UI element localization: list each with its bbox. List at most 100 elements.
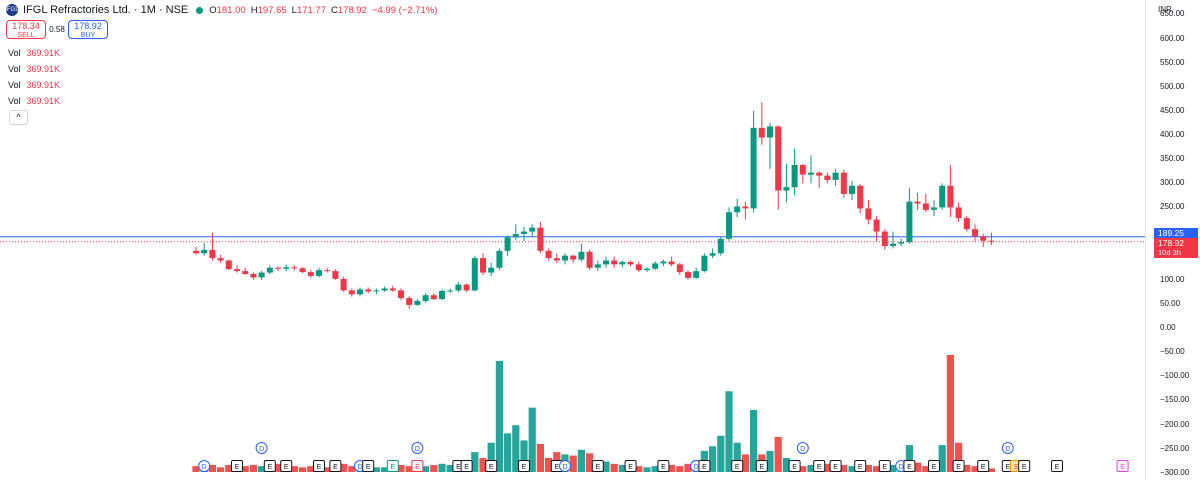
candle-body	[644, 268, 650, 271]
volume-bar	[372, 467, 380, 472]
volume-bar	[586, 453, 594, 472]
earnings-marker-label: E	[415, 464, 420, 471]
candle-body	[668, 261, 675, 265]
sell-button[interactable]: 178.34 SELL	[6, 20, 46, 39]
symbol-title[interactable]: IFGL Refractories Ltd. · 1M · NSE	[23, 4, 189, 16]
candle-body	[455, 284, 462, 291]
volume-bar	[192, 466, 200, 472]
earnings-marker	[698, 460, 711, 472]
candle-body	[217, 258, 224, 261]
earnings-marker	[1051, 460, 1063, 472]
volume-row[interactable]: Vol 369.91K	[8, 64, 61, 74]
last-price-tag: 178.92 10d 3h	[1154, 238, 1198, 258]
earnings-marker	[854, 460, 867, 472]
candle-body	[414, 301, 421, 305]
volume-bar	[422, 466, 430, 472]
candle-body	[947, 185, 954, 208]
volume-bar	[840, 464, 848, 472]
volume-bar	[618, 464, 626, 472]
volume-bar	[938, 445, 946, 472]
volume-bar	[290, 466, 298, 472]
volume-bar	[487, 442, 495, 472]
volume-bar	[914, 462, 922, 472]
volume-bar	[610, 463, 618, 472]
currency-label[interactable]: INR	[1158, 5, 1172, 14]
earnings-marker-label: E	[702, 464, 707, 471]
candle-body	[381, 288, 388, 291]
dividend-marker	[1001, 442, 1014, 454]
earnings-marker	[313, 460, 325, 472]
volume-bar	[873, 466, 881, 472]
earnings-marker	[518, 460, 530, 472]
candle-body	[283, 267, 290, 269]
candle-body	[562, 255, 568, 261]
candle-body	[447, 290, 454, 292]
candle-body	[898, 242, 905, 244]
volume-row[interactable]: Vol 369.91K	[8, 80, 61, 90]
volume-bar	[438, 463, 446, 472]
earnings-marker	[731, 460, 744, 472]
volume-bar	[274, 463, 282, 472]
chevron-up-icon[interactable]: ^	[9, 110, 28, 125]
candle-body	[734, 206, 741, 213]
price-axis-tick: 450.00	[1160, 105, 1185, 115]
candle-body	[430, 295, 437, 300]
volume-bar	[323, 467, 331, 472]
candle-body	[652, 263, 659, 269]
earnings-marker	[460, 460, 473, 472]
volume-bar	[249, 464, 257, 472]
candle-body	[365, 289, 372, 292]
candle-body	[578, 251, 585, 260]
earnings-marker-label: E	[522, 464, 527, 471]
candle-body	[266, 267, 273, 273]
candle-body	[348, 290, 355, 295]
price-axis-tick: −250.00	[1160, 443, 1190, 453]
earnings-marker-label: E	[882, 464, 887, 471]
volume-bar	[733, 442, 741, 472]
candle-body	[225, 260, 232, 270]
volume-bar	[495, 360, 503, 472]
price-chart[interactable]: DDE E E E E D E EDE E E E E E D E E E D E E E EDE E E E D E E E EDE S E…	[0, 0, 1145, 480]
candle-body	[570, 255, 577, 260]
ohlc-close: C178.92	[331, 4, 367, 16]
earnings-marker-label: E	[1055, 464, 1060, 471]
volume-bar	[635, 466, 643, 472]
candle-body	[504, 237, 511, 251]
candle-body	[742, 206, 749, 209]
volume-legend: Vol 369.91K Vol 369.91K Vol 369.91K Vol 369.…	[8, 47, 60, 111]
earnings-marker-label: E	[595, 464, 600, 471]
earnings-marker	[878, 460, 891, 472]
volume-bar	[577, 449, 585, 472]
price-axis-tick: −300.00	[1160, 467, 1190, 477]
candle-body	[611, 260, 618, 265]
volume-bar	[545, 457, 553, 472]
buy-button[interactable]: 178.92 BUY	[68, 20, 108, 39]
volume-bar	[536, 443, 544, 472]
candle-body	[988, 240, 995, 242]
volume-bar	[668, 464, 676, 472]
candle-body	[750, 127, 757, 209]
earnings-marker	[952, 460, 965, 472]
candle-body	[676, 264, 683, 273]
candle-body	[980, 236, 987, 241]
price-axis-tick: −50.00	[1160, 347, 1185, 357]
price-axis[interactable]	[1145, 0, 1200, 480]
candle-body	[275, 267, 281, 269]
volume-bar	[774, 436, 782, 472]
candle-body	[767, 126, 773, 138]
volume-row[interactable]: Vol 369.91K	[8, 96, 61, 106]
candle-body	[439, 290, 445, 300]
ohlc-high: H197.65	[250, 4, 287, 16]
candle-body	[496, 250, 503, 268]
candle-body	[758, 127, 765, 138]
candle-body	[389, 288, 396, 291]
earnings-marker	[928, 460, 940, 472]
candle-body	[471, 258, 478, 291]
volume-bar	[848, 466, 856, 472]
symbol-header: IFGL IFGL Refractories Ltd. · 1M · NSE O…	[5, 4, 437, 16]
price-axis-tick: −100.00	[1160, 371, 1190, 381]
volume-bar	[299, 467, 307, 472]
volume-bar	[725, 391, 733, 472]
volume-row[interactable]: Vol 369.91K	[8, 48, 61, 58]
candle-body	[521, 231, 527, 234]
